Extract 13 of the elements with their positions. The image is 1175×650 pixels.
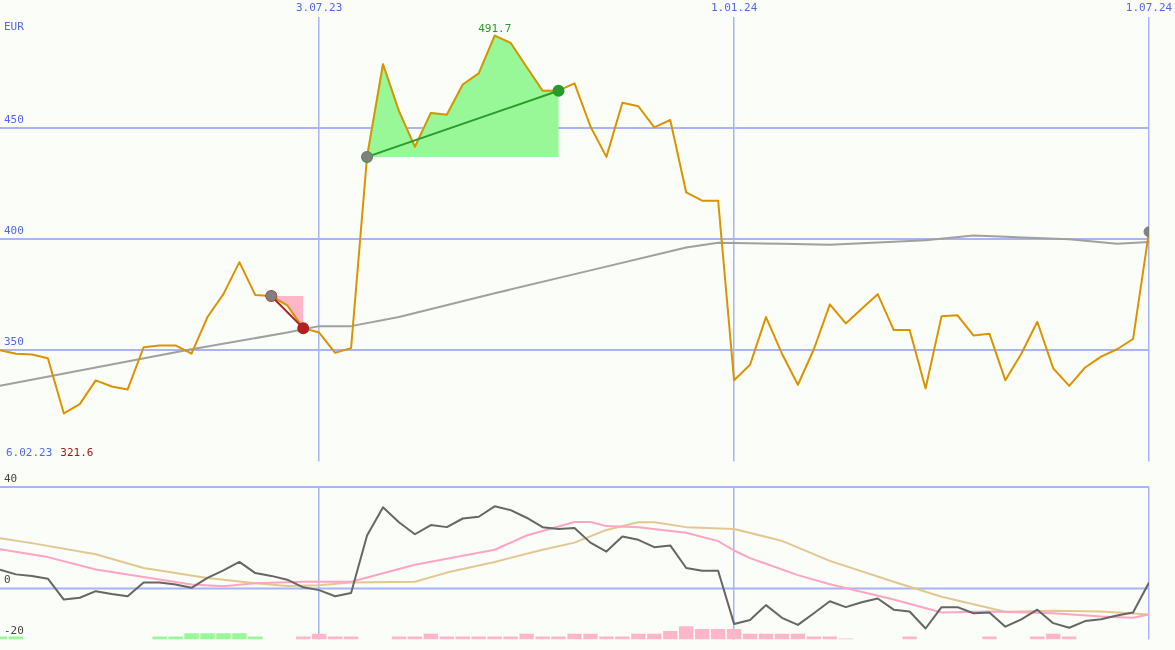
y-tick-label: 350	[4, 335, 24, 349]
y-tick-label: 400	[4, 224, 24, 238]
y-axis-title: EUR	[4, 19, 25, 33]
annotation: 6.02.23	[6, 445, 53, 459]
x-tick-label: 1.01.24	[710, 1, 758, 15]
x-tick-label: 3.07.23	[295, 1, 343, 15]
annotation: 491.7	[478, 21, 512, 35]
y-tick-label: 40	[4, 471, 18, 485]
y-tick-label: -20	[4, 624, 24, 638]
x-tick-label: 1.07.24	[1125, 1, 1173, 15]
y-tick-label: 450	[4, 113, 24, 127]
y-tick-label: 0	[4, 573, 11, 587]
annotation: 321.6	[60, 445, 94, 459]
